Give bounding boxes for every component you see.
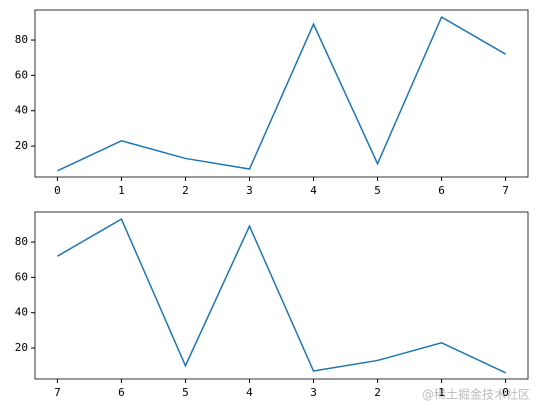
data-line <box>57 217 506 374</box>
x-tick-label: 4 <box>310 184 317 197</box>
x-tick-label: 1 <box>118 184 125 197</box>
watermark: @稀土掘金技术社区 <box>422 387 530 402</box>
y-tick-label: 80 <box>15 33 28 46</box>
axes-frame <box>34 211 529 380</box>
x-tick-label: 6 <box>438 184 445 197</box>
y-tick-label: 80 <box>15 235 28 248</box>
y-tick-label: 60 <box>15 68 28 81</box>
x-tick-label: 4 <box>246 386 253 399</box>
y-tick-label: 40 <box>15 104 28 117</box>
x-tick-label: 0 <box>54 184 61 197</box>
y-tick-label: 60 <box>15 270 28 283</box>
x-tick-label: 1 <box>438 386 445 399</box>
x-tick-label: 6 <box>118 386 125 399</box>
x-tick-label: 7 <box>54 386 61 399</box>
x-tick-label: 2 <box>182 184 189 197</box>
x-tick-label: 0 <box>502 386 509 399</box>
x-tick-label: 3 <box>310 386 317 399</box>
y-tick-label: 20 <box>15 139 28 152</box>
y-tick-label: 40 <box>15 306 28 319</box>
x-tick-label: 7 <box>502 184 509 197</box>
x-tick-label: 5 <box>374 184 381 197</box>
x-tick-label: 3 <box>246 184 253 197</box>
x-tick-label: 5 <box>182 386 189 399</box>
data-line <box>57 15 506 172</box>
axes-frame <box>34 9 529 178</box>
x-tick-label: 2 <box>374 386 381 399</box>
y-tick-label: 20 <box>15 341 28 354</box>
